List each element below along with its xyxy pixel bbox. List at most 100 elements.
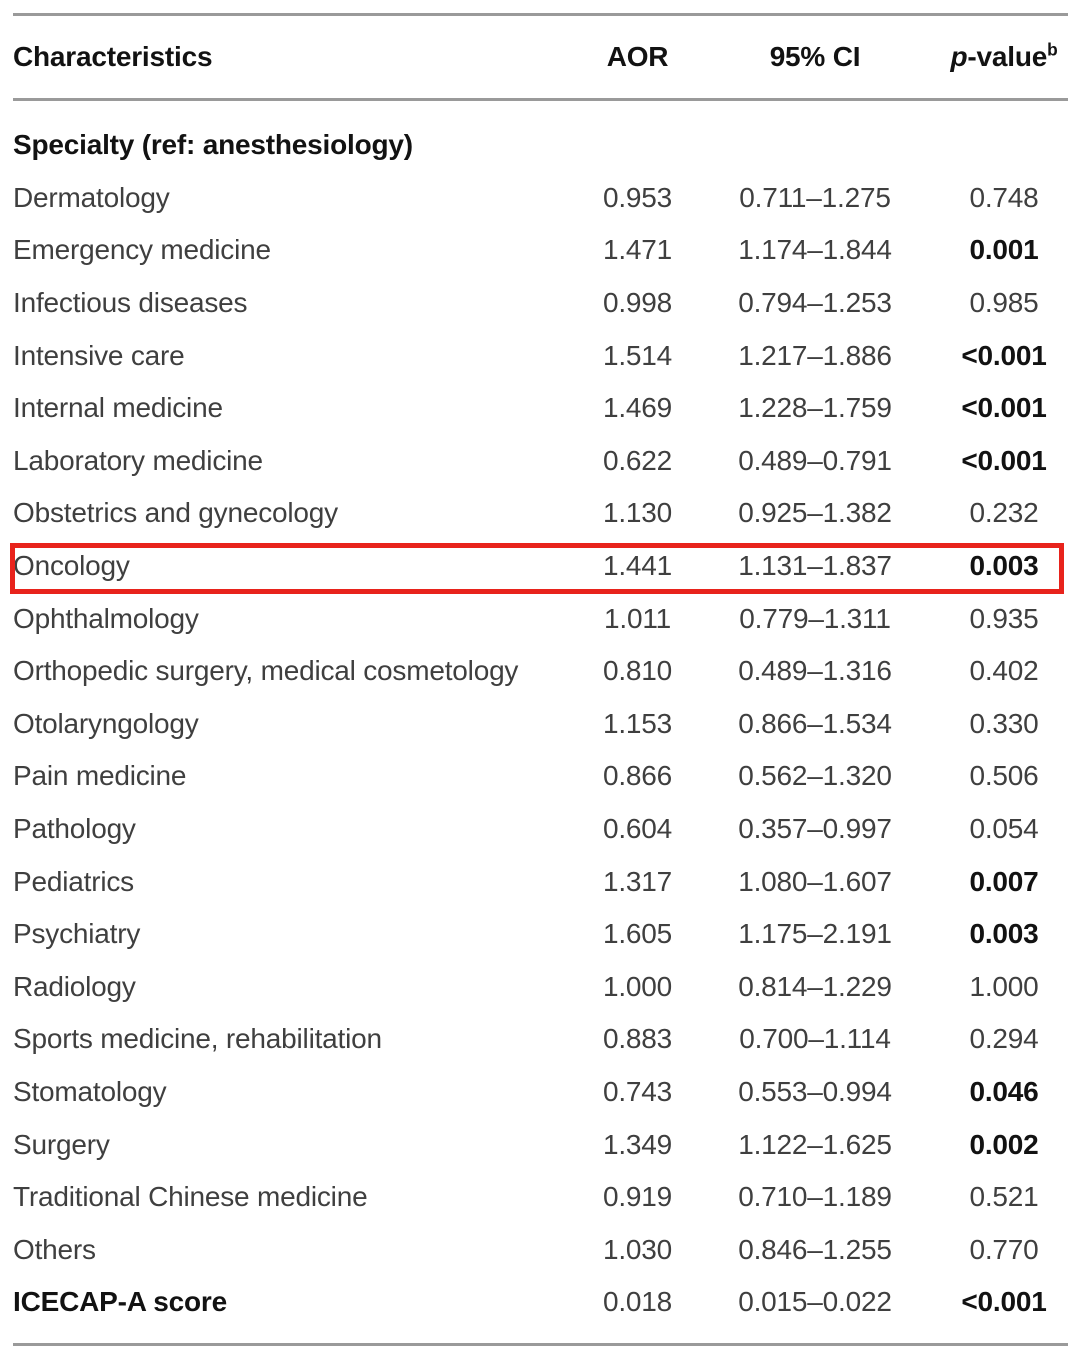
row-label: Pediatrics <box>13 865 134 897</box>
table-row: Obstetrics and gynecology 1.130 0.925–1.… <box>13 487 1068 540</box>
table-row: Infectious diseases 0.998 0.794–1.253 0.… <box>13 277 1068 330</box>
header-characteristics: Characteristics <box>13 41 213 72</box>
p-value: 0.003 <box>969 550 1039 582</box>
table-top-rule <box>13 13 1068 16</box>
p-value: 0.007 <box>969 865 1039 897</box>
row-label: Intensive care <box>13 339 185 371</box>
p-value: 1.000 <box>969 970 1039 1002</box>
table-row: Dermatology 0.953 0.711–1.275 0.748 <box>13 172 1068 225</box>
ci-value: 0.794–1.253 <box>738 287 892 319</box>
table-body: Specialty (ref: anesthesiology) Dermatol… <box>10 101 1068 1343</box>
p-value: 0.506 <box>969 760 1039 792</box>
table-header-row: Characteristics AOR 95% CI p-valueb <box>13 16 1068 98</box>
aor-value: 0.998 <box>602 287 673 319</box>
aor-value: 1.514 <box>602 339 673 371</box>
aor-value: 1.469 <box>602 392 673 424</box>
row-label: Oncology <box>13 550 130 582</box>
aor-value: 1.130 <box>602 497 673 529</box>
header-p-superscript: b <box>1047 39 1058 60</box>
aor-value: 1.605 <box>602 918 673 950</box>
row-label: ICECAP-A score <box>13 1286 227 1318</box>
table-row: Otolaryngology 1.153 0.866–1.534 0.330 <box>13 698 1068 751</box>
aor-value: 1.441 <box>602 550 673 582</box>
ci-value: 0.015–0.022 <box>738 1286 892 1318</box>
ci-value: 0.925–1.382 <box>738 497 892 529</box>
ci-value: 1.174–1.844 <box>738 234 892 266</box>
row-label: Radiology <box>13 970 136 1002</box>
table-row: Pain medicine 0.866 0.562–1.320 0.506 <box>13 750 1068 803</box>
p-value: <0.001 <box>961 444 1047 476</box>
aor-value: 1.317 <box>602 865 673 897</box>
ci-value: 0.357–0.997 <box>738 813 892 845</box>
p-value: 0.002 <box>969 1128 1039 1160</box>
row-label: Psychiatry <box>13 918 141 950</box>
aor-value: 1.030 <box>602 1233 673 1265</box>
ci-value: 0.489–1.316 <box>738 655 892 687</box>
ci-value: 0.489–0.791 <box>738 444 892 476</box>
header-ci: 95% CI <box>769 41 861 72</box>
ci-value: 0.779–1.311 <box>739 602 891 634</box>
ci-value: 0.846–1.255 <box>738 1233 892 1265</box>
table-row: Internal medicine 1.469 1.228–1.759 <0.0… <box>13 382 1068 435</box>
table-row: Orthopedic surgery, medical cosmetology … <box>13 645 1068 698</box>
header-p-italic: p <box>950 41 968 72</box>
p-value: 0.003 <box>969 918 1039 950</box>
row-label: Emergency medicine <box>13 234 271 266</box>
header-p-rest: -value <box>967 41 1048 72</box>
header-aor: AOR <box>606 41 669 72</box>
aor-value: 0.953 <box>602 181 673 213</box>
row-label: Dermatology <box>13 181 170 213</box>
p-value: 0.521 <box>969 1181 1039 1213</box>
table-row-highlighted: Oncology 1.441 1.131–1.837 0.003 <box>10 540 1068 594</box>
ci-value: 0.562–1.320 <box>738 760 892 792</box>
p-value: 0.935 <box>969 602 1039 634</box>
row-label: Specialty (ref: anesthesiology) <box>13 129 413 161</box>
ci-value: 0.866–1.534 <box>738 707 892 739</box>
ci-value: 0.711–1.275 <box>739 181 891 213</box>
header-p-value: p-valueb <box>940 41 1068 73</box>
table-row: Pathology 0.604 0.357–0.997 0.054 <box>13 803 1068 856</box>
p-value: 0.232 <box>969 497 1039 529</box>
p-value: 0.770 <box>969 1233 1039 1265</box>
ci-value: 0.710–1.189 <box>738 1181 892 1213</box>
ci-value: 1.131–1.837 <box>738 550 892 582</box>
table-row: Pediatrics 1.317 1.080–1.607 0.007 <box>13 855 1068 908</box>
table-row: Ophthalmology 1.011 0.779–1.311 0.935 <box>13 592 1068 645</box>
table-row: Stomatology 0.743 0.553–0.994 0.046 <box>13 1066 1068 1119</box>
aor-value: 1.471 <box>602 234 673 266</box>
aor-value: 1.011 <box>604 602 671 634</box>
ci-value: 1.175–2.191 <box>738 918 892 950</box>
aor-value: 0.018 <box>602 1286 673 1318</box>
row-label: Infectious diseases <box>13 287 248 319</box>
row-label: Orthopedic surgery, medical cosmetology <box>13 655 519 687</box>
aor-value: 1.349 <box>602 1128 673 1160</box>
p-value: <0.001 <box>961 1286 1047 1318</box>
p-value: 0.985 <box>969 287 1039 319</box>
table-bottom-rule <box>13 1342 1068 1346</box>
ci-value: 0.553–0.994 <box>738 1075 892 1107</box>
aor-value: 0.604 <box>602 813 673 845</box>
p-value: <0.001 <box>961 339 1047 371</box>
row-label: Surgery <box>13 1128 110 1160</box>
table-row: Radiology 1.000 0.814–1.229 1.000 <box>13 961 1068 1014</box>
row-label: Otolaryngology <box>13 707 199 739</box>
row-label: Sports medicine, rehabilitation <box>13 1023 382 1055</box>
p-value: 0.748 <box>969 181 1039 213</box>
p-value: 0.054 <box>969 813 1039 845</box>
table-row: Sports medicine, rehabilitation 0.883 0.… <box>13 1013 1068 1066</box>
aor-value: 0.919 <box>602 1181 673 1213</box>
row-label: Obstetrics and gynecology <box>13 497 338 529</box>
row-label: Pain medicine <box>13 760 187 792</box>
table-row: Surgery 1.349 1.122–1.625 0.002 <box>13 1118 1068 1171</box>
row-label: Ophthalmology <box>13 602 199 634</box>
row-label: Pathology <box>13 813 136 845</box>
ci-value: 0.814–1.229 <box>738 970 892 1002</box>
p-value: <0.001 <box>961 392 1047 424</box>
table-row: Psychiatry 1.605 1.175–2.191 0.003 <box>13 908 1068 961</box>
p-value: 0.402 <box>969 655 1039 687</box>
p-value: 0.001 <box>969 234 1039 266</box>
aor-value: 0.883 <box>602 1023 673 1055</box>
aor-value: 0.866 <box>602 760 673 792</box>
row-label: Laboratory medicine <box>13 444 263 476</box>
